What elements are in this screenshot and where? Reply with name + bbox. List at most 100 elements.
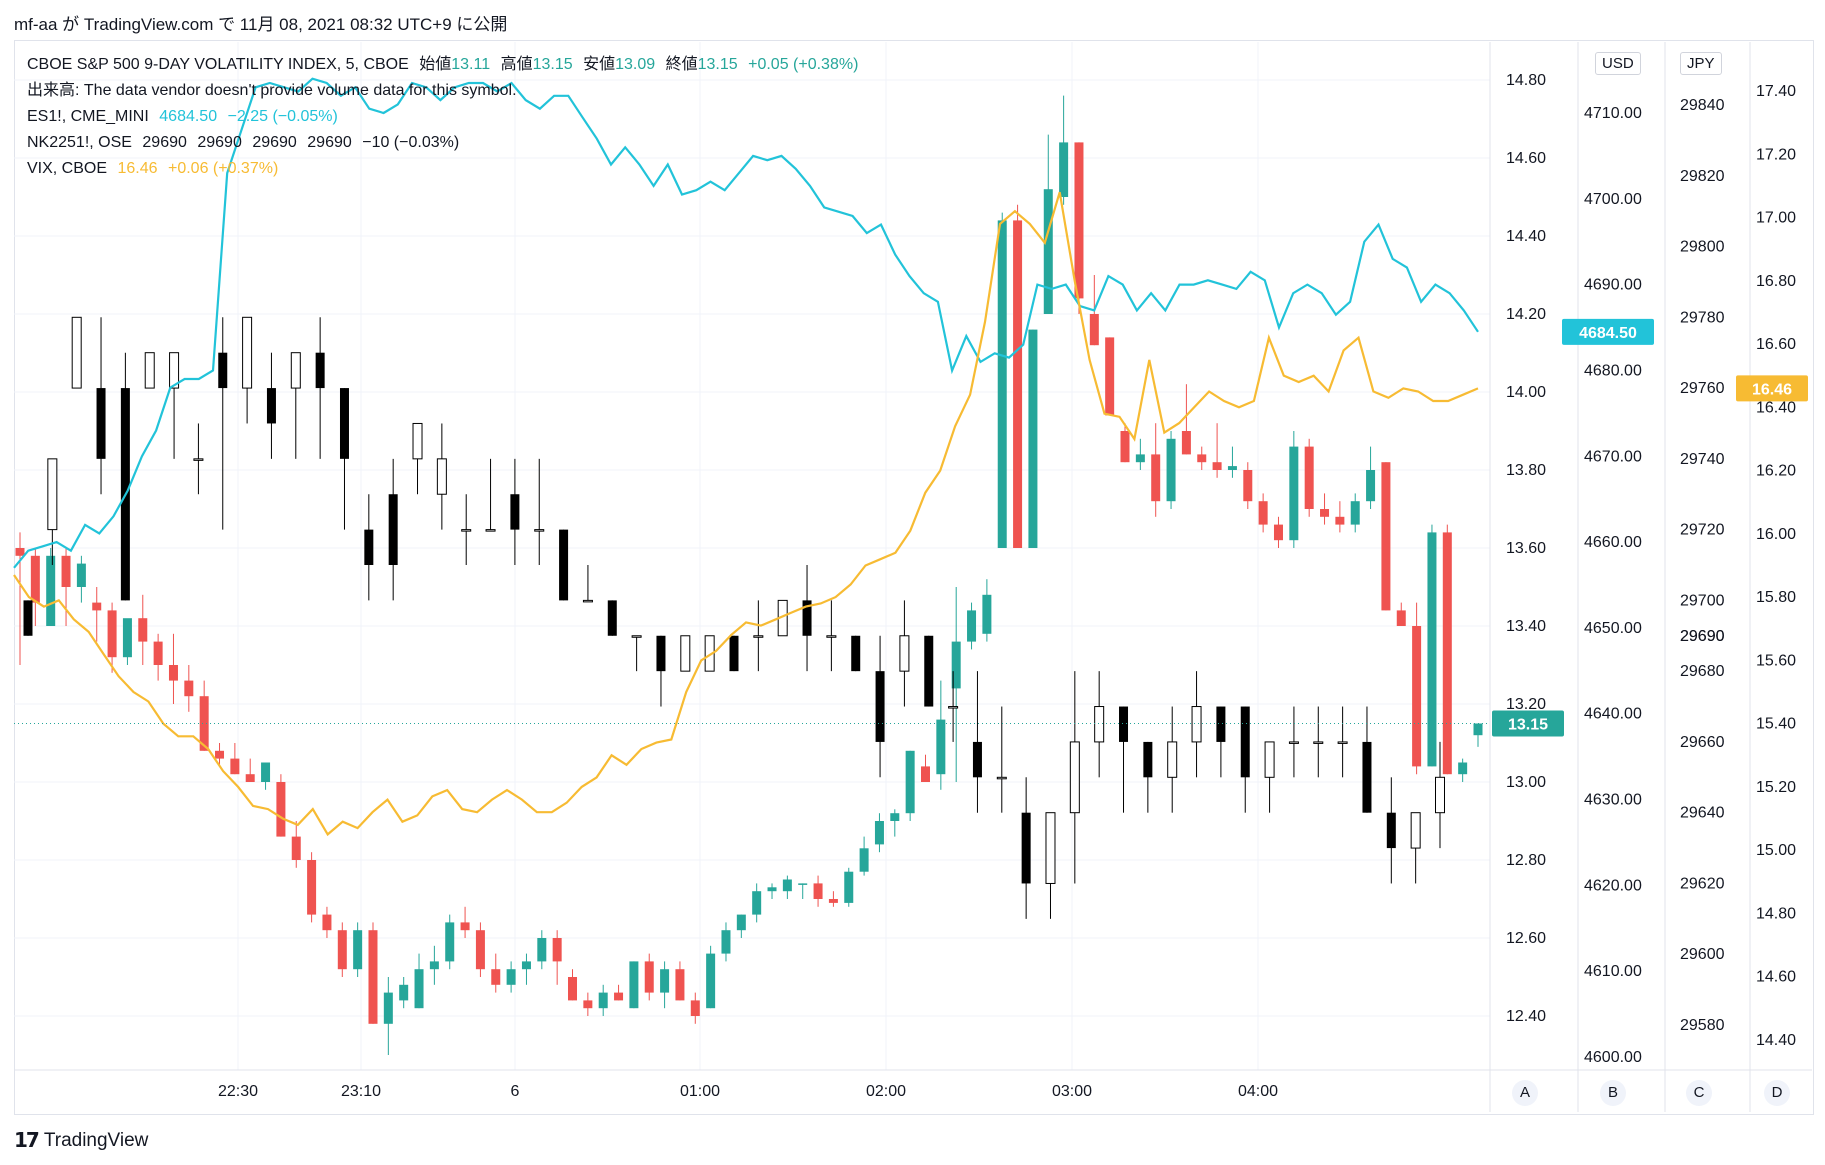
vix-axis-tick: 15.40 bbox=[1756, 716, 1796, 733]
nk-candle-body bbox=[1143, 741, 1153, 778]
nk-candle-body bbox=[1313, 741, 1324, 744]
es-series-line bbox=[13, 77, 1479, 569]
legend-es-symbol[interactable]: ES1!, CME_MINI bbox=[27, 108, 149, 125]
nk-candle-body bbox=[582, 599, 593, 603]
legend-es-value: 4684.50 bbox=[159, 108, 218, 125]
legend-vix-value: 16.46 bbox=[117, 160, 158, 177]
vix9d-candle-body bbox=[1396, 610, 1406, 626]
usd-axis-tick: 4610.00 bbox=[1584, 963, 1642, 980]
usd-axis-tick: 4710.00 bbox=[1584, 105, 1642, 122]
vix9d-candle-body bbox=[521, 961, 531, 970]
scale-b-button[interactable]: B bbox=[1600, 1080, 1626, 1106]
legend-nk-change: −10 (−0.03%) bbox=[362, 134, 460, 151]
vix9d-candle-body bbox=[1320, 509, 1330, 517]
vix9d-candle-body bbox=[736, 914, 746, 931]
vix9d-candle-body bbox=[1412, 626, 1422, 767]
vix9d-candle-body bbox=[184, 680, 194, 697]
vix9d-candle-body bbox=[844, 871, 854, 903]
es-last-badge: 4684.50 bbox=[1579, 325, 1637, 342]
usd-axis-tick: 4670.00 bbox=[1584, 448, 1642, 465]
footer-brand[interactable]: TradingView bbox=[43, 1129, 149, 1151]
vix9d-candle-body bbox=[15, 548, 25, 556]
vix-axis-tick: 16.80 bbox=[1756, 273, 1796, 290]
nk-candle-body bbox=[1119, 706, 1129, 742]
time-axis-tick: 6 bbox=[511, 1083, 520, 1100]
legend-main-symbol[interactable]: CBOE S&P 500 9-DAY VOLATILITY INDEX, 5, … bbox=[27, 56, 409, 73]
time-axis-tick: 04:00 bbox=[1238, 1083, 1278, 1100]
legend-vix-symbol[interactable]: VIX, CBOE bbox=[27, 160, 108, 177]
vix-axis-tick: 15.60 bbox=[1756, 652, 1796, 669]
vix9d-candle-body bbox=[261, 762, 271, 782]
vix9d-axis-tick: 14.40 bbox=[1506, 228, 1546, 245]
nk-candle-body bbox=[1435, 776, 1445, 814]
nk-candle-body bbox=[1288, 741, 1299, 744]
nk-candle-body bbox=[47, 458, 58, 531]
vix9d-candle-body bbox=[583, 1000, 593, 1009]
jpy-axis-tick: 29680 bbox=[1680, 663, 1725, 680]
legend-main-change: +0.05 (+0.38%) bbox=[748, 56, 859, 73]
nk-candle-body bbox=[290, 352, 301, 389]
jpy-axis-tick: 29600 bbox=[1680, 946, 1725, 963]
vix-axis-tick: 16.40 bbox=[1756, 399, 1796, 416]
legend-high-label: 高値 bbox=[500, 56, 533, 73]
scale-c-button[interactable]: C bbox=[1686, 1080, 1712, 1106]
vix9d-candle-body bbox=[107, 610, 117, 658]
vix9d-candle-body bbox=[383, 992, 393, 1024]
nk-candle-body bbox=[631, 635, 642, 638]
nk-candle-body bbox=[1021, 812, 1031, 884]
legend-close: 13.15 bbox=[697, 56, 738, 73]
nk-candle-body bbox=[71, 316, 82, 389]
vix9d-candle-body bbox=[1181, 431, 1191, 455]
vix9d-candle-body bbox=[230, 758, 240, 775]
vix9d-candle-body bbox=[1089, 314, 1099, 346]
vix9d-candle-body bbox=[1013, 220, 1023, 548]
vix9d-candle-body bbox=[782, 879, 792, 892]
vix9d-candle-body bbox=[1366, 470, 1376, 502]
nk-candle-body bbox=[339, 388, 349, 459]
scale-a-button[interactable]: A bbox=[1512, 1080, 1538, 1106]
vix9d-candle-body bbox=[215, 750, 225, 759]
jpy-currency-button[interactable]: JPY bbox=[1680, 52, 1722, 75]
vix9d-candle-body bbox=[414, 969, 424, 1009]
nk-candle-body bbox=[1191, 706, 1202, 743]
usd-currency-button[interactable]: USD bbox=[1595, 52, 1641, 75]
nk-candle-body bbox=[193, 458, 204, 461]
legend-low-label: 安値 bbox=[583, 56, 616, 73]
nk-candle-body bbox=[729, 635, 739, 672]
vix9d-candle-body bbox=[92, 602, 102, 611]
vix9d-candle-body bbox=[721, 930, 731, 954]
scale-d-button[interactable]: D bbox=[1764, 1080, 1790, 1106]
vix-axis-tick: 15.20 bbox=[1756, 779, 1796, 796]
jpy-axis-tick: 29660 bbox=[1680, 734, 1725, 751]
vix9d-candle-body bbox=[1289, 446, 1299, 541]
vix9d-candle-body bbox=[1151, 454, 1161, 502]
tradingview-logo-icon[interactable]: 𝟭𝟳 bbox=[14, 1130, 40, 1152]
legend-low: 13.09 bbox=[615, 56, 656, 73]
vix-axis-tick: 17.40 bbox=[1756, 83, 1796, 100]
legend-nk-high: 29690 bbox=[197, 134, 242, 151]
vix9d-candle-body bbox=[1043, 189, 1053, 314]
vix9d-candle-body bbox=[1135, 454, 1145, 463]
vix-axis-tick: 14.60 bbox=[1756, 969, 1796, 986]
usd-axis-tick: 4650.00 bbox=[1584, 620, 1642, 637]
nk-candle-body bbox=[851, 635, 861, 672]
time-axis-tick: 02:00 bbox=[866, 1083, 906, 1100]
vix9d-candle-body bbox=[475, 930, 485, 970]
nk-candle-body bbox=[802, 600, 812, 636]
usd-axis-tick: 4700.00 bbox=[1584, 191, 1642, 208]
vix9d-axis-tick: 13.40 bbox=[1506, 618, 1546, 635]
nk-candle-body bbox=[1240, 706, 1250, 778]
usd-axis-tick: 4620.00 bbox=[1584, 877, 1642, 894]
vix9d-candle-body bbox=[706, 953, 716, 1009]
vix9d-axis-tick: 14.60 bbox=[1506, 150, 1546, 167]
nk-candle-body bbox=[218, 352, 228, 389]
vix-series-line bbox=[13, 191, 1479, 837]
nk-candle-body bbox=[169, 352, 180, 389]
nk-candle-body bbox=[144, 352, 155, 389]
nk-candle-body bbox=[242, 316, 253, 389]
vix9d-axis-tick: 12.60 bbox=[1506, 930, 1546, 947]
legend-nk-symbol[interactable]: NK2251!, OSE bbox=[27, 134, 132, 151]
vix9d-candle-body bbox=[828, 899, 838, 903]
vix9d-candle-body bbox=[675, 969, 685, 1001]
